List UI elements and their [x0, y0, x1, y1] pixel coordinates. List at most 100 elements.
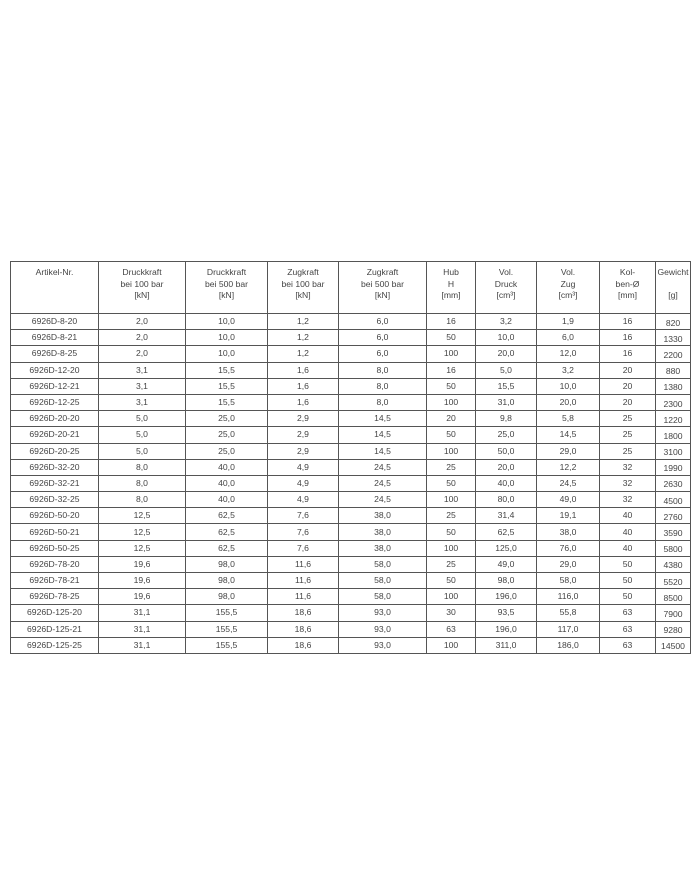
column-header-line: Druck: [494, 278, 518, 289]
column-header-line: Artikel-Nr.: [35, 267, 74, 277]
table-cell: 155,5: [185, 604, 268, 622]
table-cell: 1,9: [536, 312, 600, 331]
column-header: Vol. Zug [cm³]: [536, 261, 600, 314]
column-header-line: [kN]: [295, 290, 311, 300]
column-header-line: Zugkraft: [366, 267, 399, 277]
column-header: Druckkraft bei 100 bar [kN]: [98, 261, 186, 314]
table-cell: 14,5: [338, 426, 427, 444]
table-cell: 16: [426, 361, 476, 379]
table-cell: 6926D-12-20: [10, 361, 99, 379]
table-cell: 24,5: [338, 491, 427, 509]
table-cell: 12,5: [98, 507, 186, 525]
table-cell: 50: [426, 426, 476, 444]
column-header: Druckkraft bei 500 bar [kN]: [185, 261, 268, 314]
table-cell: 32: [599, 458, 656, 476]
table-cell: 19,6: [98, 555, 186, 574]
table-cell: 50: [426, 329, 476, 347]
table-row: 6926D-20-25 5,0 25,0 2,9 14,5 100 50,0 29,0 25 31…: [10, 442, 691, 460]
table-cell: 63: [599, 636, 656, 654]
table-cell: 50: [599, 555, 656, 574]
column-header-line: [mm]: [617, 290, 638, 300]
column-header: Gewicht [g]: [655, 261, 691, 314]
table-cell: 98,0: [475, 571, 537, 590]
table-cell: 6926D-12-25: [10, 393, 99, 412]
table-cell: 20,0: [475, 458, 537, 476]
table-cell: 20: [599, 393, 656, 412]
table-cell: 14500: [655, 636, 691, 654]
column-header-line: [cm³]: [496, 290, 516, 300]
table-cell: 25,0: [475, 426, 537, 444]
table-cell: 15,5: [185, 377, 268, 395]
table-cell: 6926D-50-21: [10, 523, 99, 541]
table-row: 6926D-12-20 3,1 15,5 1,6 8,0 16 5,0 3,2 20 880: [10, 361, 691, 379]
table-cell: 31,1: [98, 604, 186, 622]
table-cell: 155,5: [185, 620, 268, 638]
table-cell: 30: [426, 604, 476, 622]
table-cell: 6,0: [536, 329, 600, 347]
table-cell: 10,0: [185, 312, 268, 331]
column-header-line: [mm]: [441, 290, 461, 300]
table-cell: 58,0: [338, 588, 427, 606]
table-cell: 311,0: [475, 636, 537, 654]
table-row: 6926D-20-21 5,0 25,0 2,9 14,5 50 25,0 14,5 25 180…: [10, 426, 691, 444]
table-cell: 25,0: [185, 426, 268, 444]
table-cell: 5800: [655, 539, 691, 557]
table-row: 6926D-78-20 19,6 98,0 11,6 58,0 25 49,0 29,0 50 4…: [10, 555, 691, 574]
table-cell: 11,6: [267, 571, 339, 590]
table-cell: 40: [599, 507, 656, 525]
table-cell: 1380: [655, 377, 691, 395]
table-cell: 29,0: [536, 555, 600, 574]
table-cell: 1,2: [267, 329, 339, 347]
column-header-line: bei 500 bar: [360, 278, 404, 289]
table-row: 6926D-50-25 12,5 62,5 7,6 38,0 100 125,0 76,0 40…: [10, 539, 691, 557]
table-cell: 6,0: [338, 329, 427, 347]
table-cell: 63: [426, 620, 476, 638]
table-cell: 98,0: [185, 571, 268, 590]
table-cell: 6926D-20-21: [10, 426, 99, 444]
table-cell: 2630: [655, 474, 691, 493]
table-cell: 1330: [655, 329, 691, 347]
table-row: 6926D-125-25 31,1 155,5 18,6 93,0 100 311,0 186…: [10, 636, 691, 654]
table-cell: 155,5: [185, 636, 268, 654]
table-cell: 6926D-32-25: [10, 491, 99, 509]
table-cell: 2,9: [267, 442, 339, 460]
table-cell: 29,0: [536, 442, 600, 460]
table-cell: 4,9: [267, 491, 339, 509]
table-cell: 9280: [655, 620, 691, 638]
table-cell: 55,8: [536, 604, 600, 622]
table-cell: 6926D-20-25: [10, 442, 99, 460]
table-cell: 5,8: [536, 410, 600, 428]
table-cell: 116,0: [536, 588, 600, 606]
table-cell: 4,9: [267, 474, 339, 493]
table-cell: 6926D-78-25: [10, 588, 99, 606]
table-cell: 6926D-32-20: [10, 458, 99, 476]
table-row: 6926D-78-21 19,6 98,0 11,6 58,0 50 98,0 58,0 50 5…: [10, 571, 691, 590]
table-cell: 4,9: [267, 458, 339, 476]
table-cell: 16: [426, 312, 476, 331]
table-cell: 125,0: [475, 539, 537, 557]
table-cell: 100: [426, 442, 476, 460]
table-cell: 6926D-78-21: [10, 571, 99, 590]
table-cell: 7,6: [267, 523, 339, 541]
table-cell: 6926D-8-20: [10, 312, 99, 331]
table-cell: 11,6: [267, 555, 339, 574]
table-cell: 38,0: [338, 539, 427, 557]
table-row: 6926D-20-20 5,0 25,0 2,9 14,5 20 9,8 5,8 25 1220: [10, 410, 691, 428]
table-cell: 8,0: [338, 361, 427, 379]
table-cell: 2,0: [98, 345, 186, 363]
table-cell: 2760: [655, 507, 691, 525]
table-row: 6926D-32-20 8,0 40,0 4,9 24,5 25 20,0 12,2 32 199…: [10, 458, 691, 476]
table-cell: 5520: [655, 571, 691, 590]
column-header: Zugkraft bei 100 bar [kN]: [267, 261, 339, 314]
table-cell: 8,0: [338, 393, 427, 412]
table-row: 6926D-50-21 12,5 62,5 7,6 38,0 50 62,5 38,0 40 35…: [10, 523, 691, 541]
table-cell: 3590: [655, 523, 691, 541]
table-cell: 2,9: [267, 426, 339, 444]
table-cell: 58,0: [338, 555, 427, 574]
table-cell: 80,0: [475, 491, 537, 509]
table-cell: 40,0: [185, 458, 268, 476]
table-cell: 25,0: [185, 442, 268, 460]
table-cell: 20: [426, 410, 476, 428]
table-cell: 15,5: [185, 361, 268, 379]
column-header: Artikel-Nr.: [10, 261, 99, 314]
